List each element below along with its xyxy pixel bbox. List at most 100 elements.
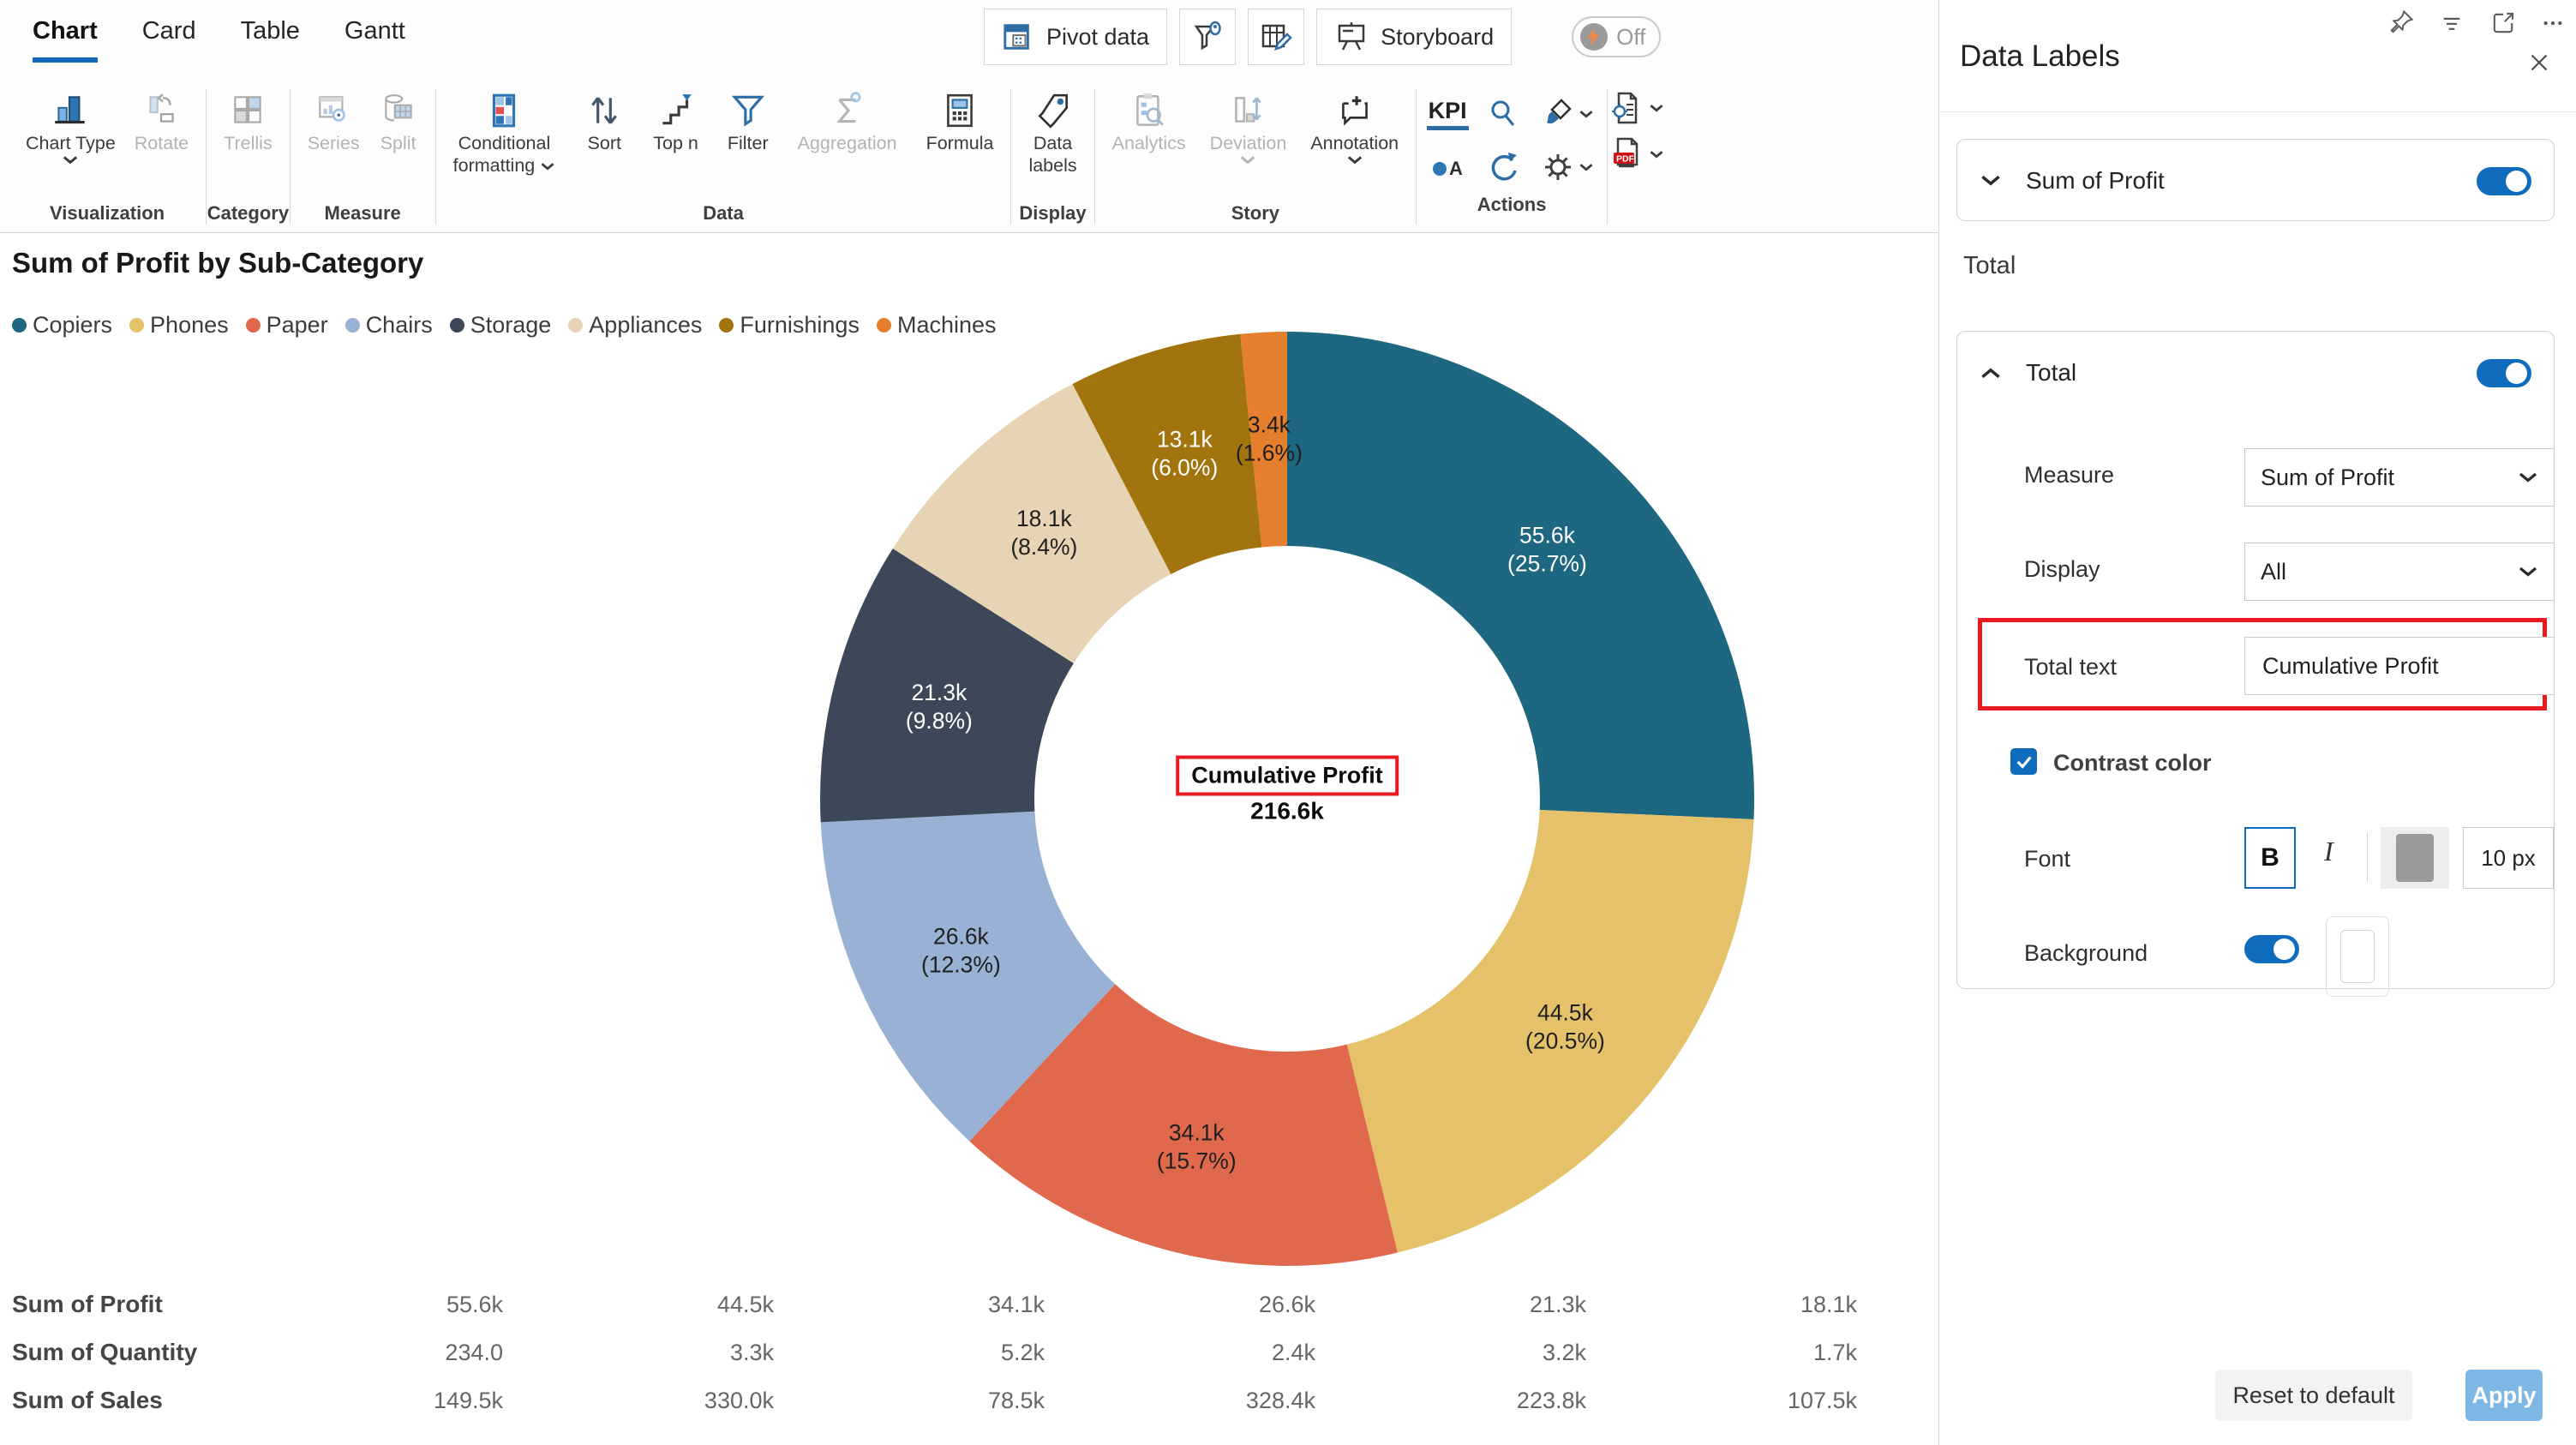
kpi-button[interactable]: KPI (1426, 98, 1469, 130)
data-labels-label-2: labels (1028, 155, 1077, 176)
total-text-value: Cumulative Profit (2262, 652, 2439, 679)
group-measure: Series Split Measure (291, 82, 435, 233)
group-label-actions: Actions (1477, 194, 1547, 215)
table-cell: 3.2k (1542, 1339, 1586, 1365)
legend-item-chairs[interactable]: Chairs (344, 312, 433, 339)
storyboard-button[interactable]: Storyboard (1316, 9, 1513, 65)
data-labels-button[interactable]: Data labels (1023, 87, 1081, 178)
filter-icon (728, 89, 768, 132)
legend-item-machines[interactable]: Machines (876, 312, 997, 339)
italic-button[interactable]: I (2324, 836, 2333, 866)
filter-tag-button[interactable] (1179, 9, 1237, 65)
label-color-button[interactable]: A (1430, 150, 1465, 184)
chevron-down-icon[interactable] (1980, 174, 2002, 188)
annotation-highlight-center: Cumulative Profit (1176, 755, 1399, 796)
legend-item-furnishings[interactable]: Furnishings (719, 312, 860, 339)
close-icon[interactable] (2525, 48, 2554, 77)
tab-card[interactable]: Card (141, 17, 196, 45)
chevron-up-icon[interactable] (1980, 366, 2002, 380)
legend-item-storage[interactable]: Storage (449, 312, 551, 339)
chevron-down-icon (1649, 104, 1664, 113)
series-toggle[interactable] (2477, 166, 2531, 195)
sort-button[interactable]: Sort (579, 87, 629, 156)
background-label: Background (2024, 940, 2148, 966)
legend-item-phones[interactable]: Phones (129, 312, 229, 339)
legend-item-copiers[interactable]: Copiers (12, 312, 112, 339)
aggregation-icon (828, 89, 867, 132)
chart-type-button[interactable]: Chart Type (21, 87, 121, 167)
tab-chart[interactable]: Chart (33, 17, 98, 63)
reset-to-default-button[interactable]: Reset to default (2215, 1370, 2412, 1421)
filter-lines-icon[interactable] (2437, 9, 2466, 38)
more-icon[interactable] (2540, 9, 2566, 38)
total-text-input[interactable]: Cumulative Profit (2244, 637, 2555, 695)
series-label: Series (307, 133, 360, 153)
expand-icon[interactable] (2489, 9, 2518, 38)
reset-view-button[interactable] (1486, 150, 1520, 184)
donut-slice-chairs[interactable] (820, 811, 1116, 1142)
legend-item-paper[interactable]: Paper (245, 312, 328, 339)
format-painter-button[interactable] (1541, 97, 1594, 131)
font-label: Font (2024, 846, 2071, 872)
aggregation-label: Aggregation (797, 133, 897, 153)
settings-export-button[interactable] (1608, 89, 1664, 127)
display-select[interactable]: All (2244, 543, 2555, 601)
assist-toggle[interactable]: Off (1572, 16, 1662, 57)
legend-item-appliances[interactable]: Appliances (568, 312, 702, 339)
export-pdf-button[interactable]: PDF (1608, 135, 1664, 173)
tab-table[interactable]: Table (240, 17, 300, 45)
group-label-export (1608, 173, 1664, 182)
donut-slice-copiers[interactable] (1287, 332, 1755, 819)
pin-icon[interactable] (2386, 9, 2415, 38)
chevron-down-icon (1579, 110, 1594, 119)
total-toggle[interactable] (2477, 358, 2531, 387)
split-label: Split (380, 133, 416, 153)
conditional-formatting-button[interactable]: Conditional formatting (448, 87, 561, 178)
group-actions: KPI A Actions (1417, 82, 1607, 233)
top-n-icon (656, 89, 696, 132)
zoom-button[interactable] (1486, 97, 1520, 131)
analytics-button: Analytics (1107, 87, 1191, 156)
donut-slice-appliances[interactable] (892, 384, 1171, 663)
filter-button[interactable]: Filter (722, 87, 774, 156)
tab-gantt[interactable]: Gantt (344, 17, 405, 45)
settings-button[interactable] (1541, 150, 1594, 184)
donut-slice-furnishings[interactable] (1072, 333, 1262, 574)
contrast-color-checkbox[interactable] (2010, 748, 2037, 775)
legend-label: Furnishings (740, 312, 860, 338)
measure-select[interactable]: Sum of Profit (2244, 448, 2555, 507)
font-size-input[interactable]: 10 px (2463, 827, 2554, 889)
ribbon: Chart Card Table Gantt Pivot data Storybo (0, 0, 1938, 233)
donut-slice-paper[interactable] (969, 984, 1398, 1266)
ribbon-tab-row: Chart Card Table Gantt Pivot data Storybo (0, 0, 1938, 82)
donut-slice-storage[interactable] (820, 549, 1074, 823)
background-color-swatch[interactable] (2326, 916, 2389, 997)
edit-table-button[interactable] (1248, 9, 1305, 65)
font-color-swatch[interactable] (2381, 827, 2449, 889)
center-label-text: Cumulative Profit (1191, 762, 1383, 788)
sort-label: Sort (587, 133, 621, 153)
bold-button[interactable]: B (2244, 827, 2296, 889)
conditional-formatting-icon (484, 89, 524, 132)
group-data: Conditional formatting Sort Top n (436, 82, 1011, 233)
panel-title: Data Labels (1960, 39, 2120, 73)
divider (1093, 89, 1095, 225)
pivot-data-button[interactable]: Pivot data (984, 9, 1168, 65)
analytics-icon (1129, 89, 1169, 132)
panel-divider (1939, 111, 2576, 112)
donut-slice-phones[interactable] (1346, 810, 1754, 1253)
apply-button[interactable]: Apply (2465, 1370, 2543, 1421)
table-row-label: Sum of Quantity (12, 1339, 198, 1365)
formula-button[interactable]: Formula (921, 87, 999, 156)
annotation-button[interactable]: Annotation (1305, 87, 1404, 167)
table-cell: 55.6k (446, 1291, 503, 1317)
donut-slice-machines[interactable] (1240, 332, 1287, 548)
slice-label-machines: 3.4k (1.6%) (1236, 412, 1303, 466)
kpi-label: KPI (1426, 98, 1469, 130)
background-toggle[interactable] (2244, 935, 2299, 963)
group-label-story: Story (1231, 202, 1279, 224)
rotate-icon (141, 89, 181, 132)
slice-label-appliances: 18.1k (8.4%) (1010, 506, 1077, 560)
center-value: 216.6k (1250, 797, 1324, 824)
top-n-button[interactable]: Top n (648, 87, 704, 156)
